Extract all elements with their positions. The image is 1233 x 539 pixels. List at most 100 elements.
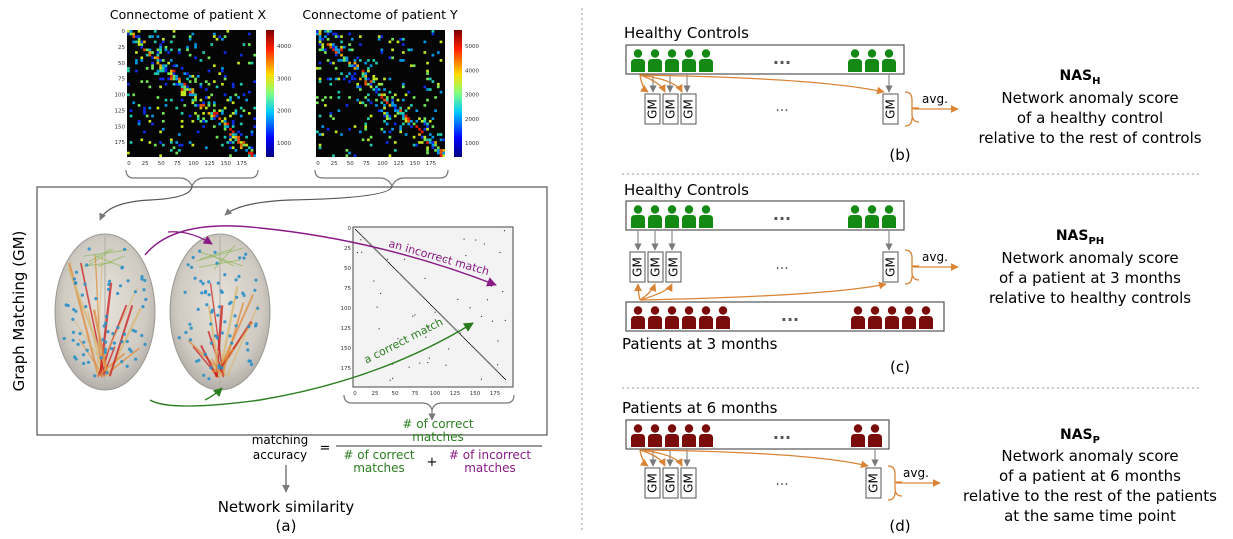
heatmap-y-brace [314,169,449,188]
heatmap-x-ytick-125: 125 [115,108,126,114]
panel-b-group-box [625,44,905,75]
match-matrix-xtick-50: 50 [392,391,399,397]
correct-match-arrow-2 [204,387,223,401]
panel-d-group-label: Patients at 6 months [622,399,778,417]
correct-match-arrow [149,322,474,407]
panel-c-top-group-box [625,200,905,231]
match-matrix-xtick-75: 75 [412,391,419,397]
panel-d-orange-arrows [639,449,869,469]
heatmap-x-xtick-125: 125 [204,161,215,167]
panel-c-top-group-label: Healthy Controls [624,181,749,199]
panel-d-desc-line-1: Network anomaly score [1001,447,1178,465]
graph-matching-label: Graph Matching (GM) [10,231,28,392]
match-matrix-ytick-175: 175 [341,366,352,372]
panel-b-desc-line-1: Network anomaly score [1001,89,1178,107]
panel-d-gm-label-1: GM [646,473,660,493]
heatmap-x-xtick-0: 0 [127,161,131,167]
panel-c-avg-label: avg. [922,250,948,264]
panel-c-caption: (c) [890,358,910,376]
brain-network-x [54,233,156,391]
panel-b-desc-line-3: relative to the rest of controls [978,129,1201,147]
panel-c-bottom-group-label: Patients at 3 months [622,335,778,353]
match-matrix-xtick-150: 150 [470,391,481,397]
heatmap-x-cbtick-1000: 1000 [277,141,291,147]
heatmap-y-cbtick-3000: 3000 [465,93,479,99]
heatmap-y-xtick-75: 75 [363,161,370,167]
incorrect-match-arrow [144,225,497,287]
panel-c-gm-boxes [629,251,899,283]
panel-b-orange-arrows [639,74,885,95]
panel-c-gray-arrows [634,230,893,251]
panel-b-gm-label-1: GM [646,99,660,119]
heatmap-y-xtick-25: 25 [331,161,338,167]
heatmap-x-cbtick-3000: 3000 [277,76,291,82]
heatmap-y-cbtick-1000: 1000 [465,141,479,147]
panel-b-gm-ellipsis: ... [775,99,788,115]
accuracy-lhs-line1: matching [252,433,309,447]
panel-c-bottom-ellipsis: ... [781,306,799,325]
brain-network-y [169,233,271,391]
panel-c-score-title: NASPH [1056,228,1104,247]
match-matrix-xtick-0: 0 [353,391,357,397]
accuracy-numerator-line1: # of correct [402,417,474,431]
panel-d: Patients at 6 months ... GM GM GM GM ...… [622,399,1217,535]
heatmap-y-xtick-125: 125 [393,161,404,167]
match-matrix-ytick-50: 50 [344,266,351,272]
graph-matching-frame [36,186,548,436]
match-matrix-xtick-25: 25 [372,391,379,397]
accuracy-denominator-correct-line1: # of correct [343,448,415,462]
heatmap-x-xtick-100: 100 [188,161,199,167]
heatmap-y-xtick-175: 175 [426,161,437,167]
heatmap-y-cbtick-5000: 5000 [465,44,479,50]
heatmap-y-xticks: 0 25 50 75 100 125 150 175 [316,161,436,167]
heatmap-y-cbtick-2000: 2000 [465,117,479,123]
arrow-heatmap-y-to-brain [224,185,393,216]
heatmap-x-cells [127,30,256,157]
panel-c: Healthy Controls ... GM GM GM GM ... avg… [622,181,1191,376]
heatmap-y-colorbar-ticks: 5000 4000 3000 2000 1000 [465,44,479,147]
accuracy-denominator-correct-line2: matches [353,461,405,475]
panel-d-gm-label-2: GM [664,473,678,493]
match-matrix-xticks: 0 25 50 75 100 125 150 175 [353,391,500,397]
heatmap-x-cbtick-2000: 2000 [277,109,291,115]
match-matrix-ytick-0: 0 [348,226,352,232]
panel-d-avg-bracket [887,465,903,501]
heatmap-x-cbtick-4000: 4000 [277,44,291,50]
match-matrix-ytick-75: 75 [344,286,351,292]
heatmap-x-yticks: 0 25 50 75 100 125 150 175 [115,29,126,146]
heatmap-x-brace [125,169,259,188]
panel-d-gm-boxes [644,467,882,499]
match-matrix-yticks: 0 25 50 75 100 125 150 175 [341,226,352,372]
heatmap-x-ytick-50: 50 [118,61,125,67]
panel-c-gm-label-4: GM [884,257,898,277]
panel-b-caption: (b) [889,146,910,164]
panel-d-group-box [625,419,890,450]
heatmap-x-ytick-25: 25 [118,45,125,51]
panel-b-group-label: Healthy Controls [624,24,749,42]
incorrect-match-arrow-2 [167,231,213,245]
panel-b: Healthy Controls ... GM GM GM GM ... avg… [624,24,1202,164]
panel-d-gm-ellipsis: ... [775,473,788,489]
match-matrix-brace [343,394,515,413]
match-matrix-ytick-125: 125 [341,326,352,332]
heatmap-y-xtick-50: 50 [347,161,354,167]
heatmap-x-xtick-175: 175 [237,161,248,167]
accuracy-lhs-line2: accuracy [253,448,307,462]
panel-c-avg-bracket [904,249,920,285]
match-matrix-dots [355,229,506,381]
panel-b-gm-label-3: GM [682,99,696,119]
heatmap-x-ytick-175: 175 [115,140,126,146]
panel-c-desc-line-3: relative to healthy controls [989,289,1191,307]
accuracy-denominator-incorrect-line2: matches [464,461,516,475]
panel-c-gm-label-1: GM [631,257,645,277]
accuracy-numerator-line2: matches [412,430,464,444]
heatmap-y-xtick-150: 150 [410,161,421,167]
accuracy-denominator-incorrect-line1: # of incorrect [449,448,532,462]
heatmap-x-xticks: 0 25 50 75 100 125 150 175 [127,161,247,167]
heatmap-x-ytick-0: 0 [122,29,126,35]
panel-c-gm-ellipsis: ... [775,257,788,273]
panel-c-desc-line-2: of a patient at 3 months [999,269,1181,287]
heatmap-x-title: Connectome of patient X [110,7,267,22]
